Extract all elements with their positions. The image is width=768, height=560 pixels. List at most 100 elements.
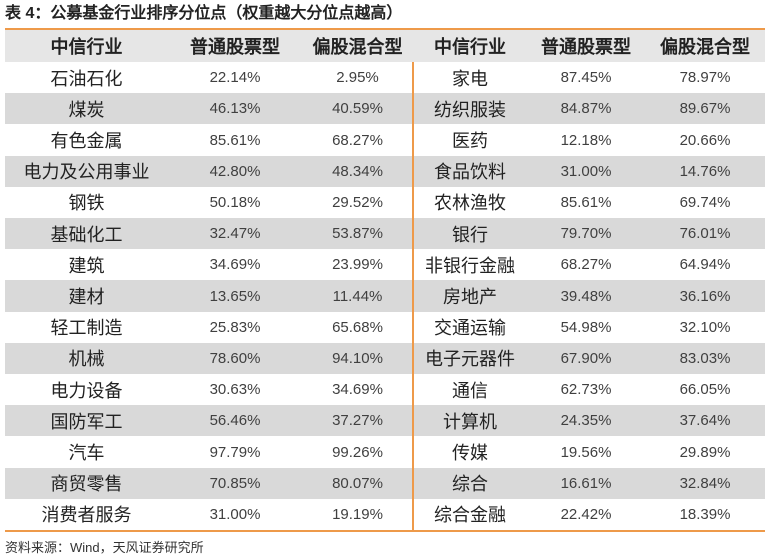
industry-cell: 基础化工 [50,224,123,245]
stock-fund-percentile-cell: 97.79% [209,443,261,461]
mixed-fund-percentile-cell: 65.68% [332,318,383,336]
stock-fund-percentile-cell: 25.83% [209,318,261,336]
column-header-industry: 中信行业 [50,37,123,57]
industry-cell: 建筑 [68,255,105,276]
industry-cell: 综合 [452,474,488,495]
industry-cell: 交通运输 [434,318,506,339]
stock-fund-percentile-cell: 13.65% [209,287,261,305]
industry-cell: 消费者服务 [41,505,132,526]
stock-fund-percentile-cell: 62.73% [560,381,612,399]
stock-fund-percentile-cell: 16.61% [560,474,612,492]
industry-cell: 商贸零售 [50,474,123,495]
mixed-fund-percentile-cell: 83.03% [679,349,731,367]
stock-fund-percentile-cell: 79.70% [560,225,612,243]
industry-cell: 非银行金融 [425,255,515,276]
mixed-fund-percentile-cell: 69.74% [679,193,731,211]
mixed-fund-percentile-cell: 66.05% [679,381,731,399]
stock-fund-percentile-cell: 56.46% [209,412,261,430]
industry-cell: 医药 [452,131,488,151]
mixed-fund-percentile-cell: 2.95% [336,69,379,87]
stock-fund-percentile-cell: 30.63% [209,381,261,399]
mixed-fund-percentile-cell: 11.44% [332,287,383,305]
stock-fund-percentile-cell: 85.61% [560,193,612,211]
industry-cell: 银行 [452,224,488,245]
stock-fund-percentile-cell: 68.27% [560,256,612,274]
stock-fund-percentile-cell: 70.85% [209,474,261,492]
mixed-fund-percentile-cell: 29.52% [332,193,383,211]
mixed-fund-percentile-cell: 20.66% [679,131,731,149]
mixed-fund-percentile-cell: 89.67% [679,100,731,118]
table-row: 消费者服务 31.00% 19.19% 综合金融 22.42% 18.39% [5,499,765,530]
stock-fund-percentile-cell: 22.42% [560,505,612,523]
mixed-fund-percentile-cell: 34.69% [332,381,383,399]
table-row: 建材 13.65% 11.44% 房地产 39.48% 36.16% [5,280,765,312]
mixed-fund-percentile-cell: 29.89% [679,443,731,461]
stock-fund-percentile-cell: 67.90% [560,349,612,367]
table-row: 国防军工 56.46% 37.27% 计算机 24.35% 37.64% [5,405,765,437]
table-row: 电力及公用事业 42.80% 48.34% 食品饮料 31.00% 14.76% [5,155,765,187]
stock-fund-percentile-cell: 31.00% [209,505,261,523]
stock-fund-percentile-cell: 42.80% [209,162,261,180]
column-group-divider [412,62,414,530]
mixed-fund-percentile-cell: 36.16% [679,287,731,305]
column-header-industry: 中信行业 [434,37,506,57]
industry-cell: 石油石化 [50,68,123,89]
stock-fund-percentile-cell: 34.69% [209,256,261,274]
mixed-fund-percentile-cell: 68.27% [332,131,383,149]
industry-cell: 电力及公用事业 [23,162,150,183]
table-row: 电力设备 30.63% 34.69% 通信 62.73% 66.05% [5,374,765,405]
column-header-stock-fund-percentile: 普通股票型 [541,37,631,57]
industry-cell: 汽车 [68,443,105,464]
stock-fund-percentile-cell: 78.60% [209,349,261,367]
mixed-fund-percentile-cell: 32.10% [679,318,731,336]
table-row: 汽车 97.79% 99.26% 传媒 19.56% 29.89% [5,436,765,467]
table-body: 石油石化 22.14% 2.95% 家电 87.45% 78.97% 煤炭 46.13% 40.… [5,62,765,530]
mixed-fund-percentile-cell: 48.34% [332,162,383,180]
table-row: 建筑 34.69% 23.99% 非银行金融 68.27% 64.94% [5,249,765,280]
industry-cell: 轻工制造 [50,318,123,339]
stock-fund-percentile-cell: 54.98% [560,318,612,336]
table-header-row: 中信行业 普通股票型 偏股混合型 中信行业 普通股票型 偏股混合型 [5,30,765,62]
stock-fund-percentile-cell: 31.00% [560,162,612,180]
table-row: 商贸零售 70.85% 80.07% 综合 16.61% 32.84% [5,467,765,499]
mixed-fund-percentile-cell: 37.64% [679,412,731,430]
stock-fund-percentile-cell: 50.18% [209,193,261,211]
column-header-mixed-fund-percentile: 偏股混合型 [312,37,403,57]
table-row: 煤炭 46.13% 40.59% 纺织服装 84.87% 89.67% [5,93,765,125]
industry-cell: 通信 [452,380,488,401]
stock-fund-percentile-cell: 46.13% [209,100,261,118]
stock-fund-percentile-cell: 12.18% [560,131,612,149]
mixed-fund-percentile-cell: 94.10% [332,349,383,367]
industry-cell: 计算机 [443,411,497,432]
stock-fund-percentile-cell: 85.61% [209,131,261,149]
industry-cell: 建材 [68,287,105,308]
table-row: 钢铁 50.18% 29.52% 农林渔牧 85.61% 69.74% [5,187,765,218]
mixed-fund-percentile-cell: 40.59% [332,100,383,118]
industry-cell: 食品饮料 [434,162,506,183]
stock-fund-percentile-cell: 22.14% [209,69,261,87]
mixed-fund-percentile-cell: 32.84% [679,474,731,492]
mixed-fund-percentile-cell: 80.07% [332,474,383,492]
mixed-fund-percentile-cell: 37.27% [332,412,383,430]
industry-cell: 钢铁 [68,193,105,214]
table-row: 有色金属 85.61% 68.27% 医药 12.18% 20.66% [5,124,765,155]
table-title: 表 4：公募基金行业排序分位点（权重越大分位点越高） [5,5,403,22]
stock-fund-percentile-cell: 87.45% [560,69,612,87]
stock-fund-percentile-cell: 32.47% [209,225,261,243]
mixed-fund-percentile-cell: 53.87% [332,225,383,243]
industry-cell: 电子元器件 [425,349,515,370]
industry-cell: 传媒 [452,443,488,464]
mixed-fund-percentile-cell: 18.39% [679,505,731,523]
industry-cell: 电力设备 [50,380,123,401]
column-header-stock-fund-percentile: 普通股票型 [190,37,280,57]
table-row: 轻工制造 25.83% 65.68% 交通运输 54.98% 32.10% [5,312,765,343]
table-row: 石油石化 22.14% 2.95% 家电 87.45% 78.97% [5,62,765,93]
industry-cell: 纺织服装 [434,99,506,120]
industry-cell: 农林渔牧 [434,193,506,214]
mixed-fund-percentile-cell: 23.99% [332,256,383,274]
industry-cell: 综合金融 [434,505,506,526]
mixed-fund-percentile-cell: 64.94% [679,256,731,274]
stock-fund-percentile-cell: 39.48% [560,287,612,305]
industry-percentile-table: 中信行业 普通股票型 偏股混合型 中信行业 普通股票型 偏股混合型 石油石化 22.14% 2… [5,28,765,532]
